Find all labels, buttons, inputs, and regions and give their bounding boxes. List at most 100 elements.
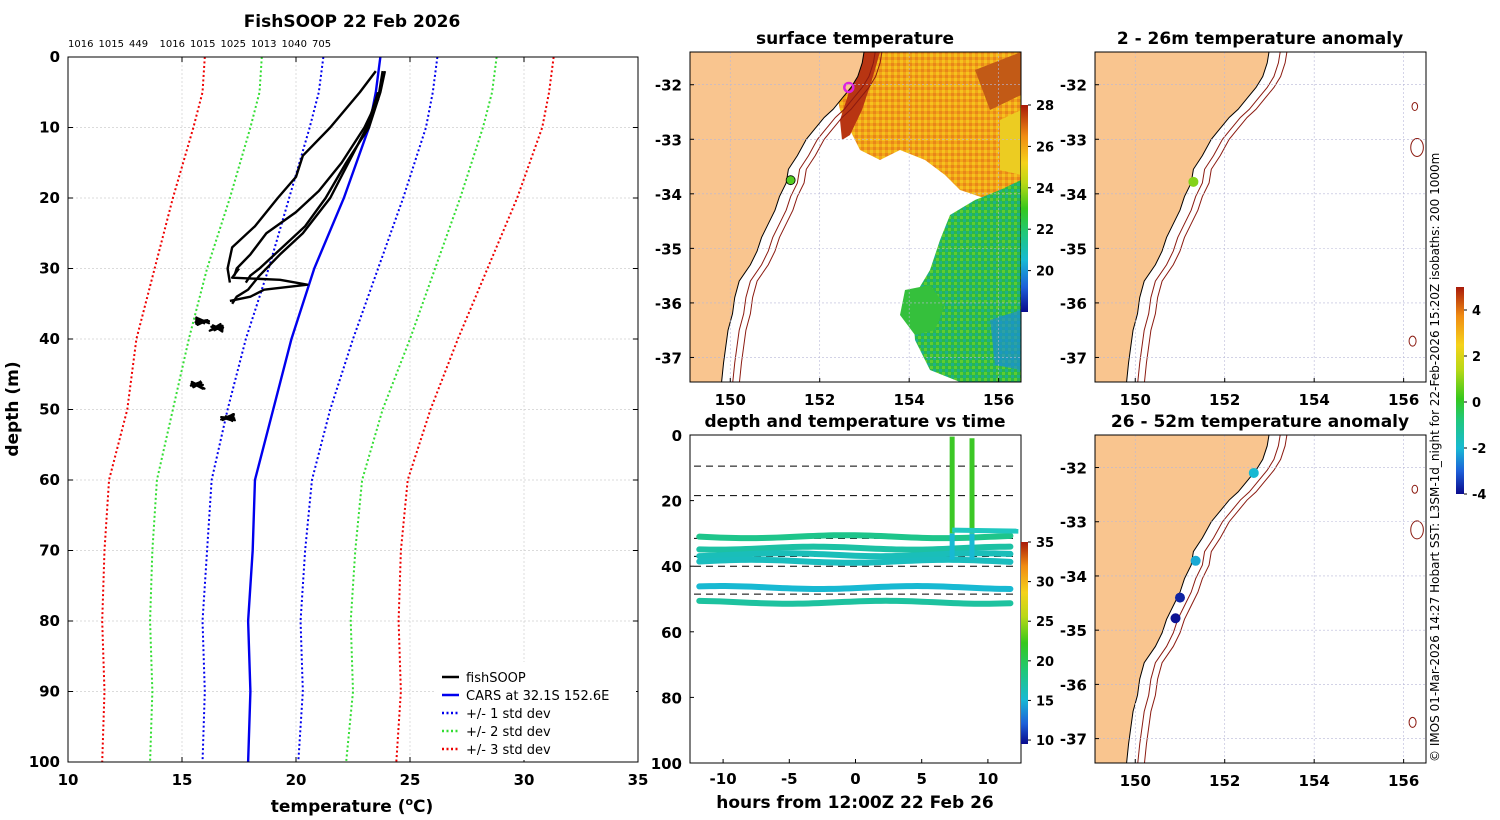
- colorbar-tick-label: -4: [1472, 488, 1486, 503]
- colorbar-tick-label: 28: [1036, 99, 1054, 114]
- sst-blue-patch: [990, 310, 1021, 370]
- y-tick-label: -33: [655, 131, 682, 149]
- y-tick-label: -35: [655, 240, 682, 258]
- isobath-200m: [1137, 52, 1281, 382]
- depth-band: [696, 543, 1014, 553]
- profile-top-label: 1016: [160, 39, 185, 50]
- anomaly-26-52-title: 26 - 52m temperature anomaly: [1111, 412, 1409, 432]
- y-tick-label: 60: [661, 624, 682, 642]
- anomaly-26-52-frame: [1094, 434, 1427, 764]
- y-tick-label: 90: [39, 683, 60, 701]
- y-tick-label: 100: [651, 755, 682, 773]
- depth-band: [696, 583, 1014, 592]
- anomaly-point: [1174, 592, 1185, 603]
- y-tick-label: -36: [1060, 676, 1087, 694]
- x-tick-label: 10: [977, 770, 998, 788]
- seamount: [1410, 520, 1424, 540]
- anomaly-2-26-grid: [1095, 52, 1426, 382]
- sst-colorbar: [1021, 105, 1028, 312]
- x-tick-label: 0: [850, 770, 860, 788]
- isobath-1000m: [738, 52, 883, 382]
- x-tick-label: 156: [1388, 391, 1419, 409]
- profile-grid: [67, 56, 639, 763]
- fishsoop-cluster: [194, 316, 211, 327]
- depth-band: [696, 532, 1014, 542]
- anomaly-26-52-body: [1095, 435, 1426, 763]
- legend-label: fishSOOP: [466, 671, 526, 686]
- profile-fishsoop-curves: [189, 70, 387, 423]
- x-tick-label: 154: [1299, 772, 1330, 790]
- y-tick-label: 100: [29, 753, 60, 771]
- x-tick-label: 156: [1388, 772, 1419, 790]
- y-tick-label: -37: [655, 349, 682, 367]
- profile-top-label: 1015: [190, 39, 215, 50]
- anomaly-colorbar-ticks: -4 -2 0 2 4: [1464, 304, 1486, 503]
- y-tick-label: -33: [1060, 514, 1087, 532]
- isobath-200m: [1137, 435, 1281, 763]
- sst-eac-core-2: [975, 52, 1021, 110]
- anomaly-2-26-ticks: 150 152 154 156 -32 -33 -34 -35 -36 -37: [1060, 77, 1419, 409]
- y-tick-label: -36: [655, 295, 682, 313]
- y-tick-label: -32: [1060, 77, 1087, 95]
- seamount: [1408, 716, 1417, 728]
- figure-title: FishSOOP 22 Feb 2026: [244, 12, 461, 32]
- x-tick-label: 150: [1120, 391, 1151, 409]
- std-curve: [395, 56, 555, 763]
- x-tick-label: 35: [628, 771, 649, 789]
- y-tick-label: -37: [1060, 731, 1087, 749]
- y-tick-label: 0: [50, 48, 60, 66]
- fishsoop-profile: [244, 70, 387, 284]
- sst-warm-edge: [1000, 110, 1021, 175]
- legend-label: +/- 3 std dev: [466, 743, 551, 758]
- x-tick-label: 150: [1120, 772, 1151, 790]
- isobath-1000m: [1143, 435, 1288, 763]
- profile-xlabel: temperature (oC): [271, 795, 434, 817]
- depth-time-body: [694, 436, 1019, 607]
- anomaly-26-52-ticks: 150 152 154 156 -32 -33 -34 -35 -36 -37: [1060, 460, 1419, 790]
- x-tick-label: 25: [400, 771, 421, 789]
- y-tick-label: -36: [1060, 295, 1087, 313]
- anomaly-2-26-frame: [1094, 51, 1427, 383]
- y-tick-label: 40: [661, 558, 682, 576]
- profile-std-curves: [101, 56, 555, 763]
- anomaly-point: [1248, 467, 1259, 478]
- x-tick-label: 156: [983, 391, 1014, 409]
- x-tick-label: 154: [894, 391, 925, 409]
- station-marker: [843, 81, 855, 94]
- anomaly-2-26-title: 2 - 26m temperature anomaly: [1117, 29, 1403, 49]
- y-tick-label: -32: [655, 77, 682, 95]
- colorbar-tick-label: -2: [1472, 442, 1486, 457]
- x-tick-label: 15: [172, 771, 193, 789]
- land: [690, 52, 865, 382]
- fishsoop-profile: [231, 91, 380, 305]
- anomaly-point: [1170, 613, 1181, 624]
- fishsoop-cluster: [189, 380, 206, 390]
- profile-top-label: 449: [129, 39, 148, 50]
- colorbar-tick-label: 4: [1472, 304, 1481, 319]
- isobath-1000m: [1143, 52, 1288, 382]
- y-tick-label: 80: [39, 612, 60, 630]
- profile-top-label: 1025: [221, 39, 246, 50]
- colorbar-tick-label: 30: [1036, 576, 1054, 591]
- y-tick-label: 60: [39, 471, 60, 489]
- y-tick-label: -34: [655, 186, 682, 204]
- y-tick-label: 50: [39, 401, 60, 419]
- x-tick-label: 154: [1299, 391, 1330, 409]
- x-tick-label: 152: [804, 391, 835, 409]
- std-curve: [201, 56, 325, 763]
- legend-box: [436, 662, 636, 760]
- anomaly-26-52-grid: [1095, 435, 1426, 763]
- y-tick-label: 0: [672, 427, 682, 445]
- footnote: © IMOS 01-Mar-2026 14:27 Hobart SST: L3S…: [1428, 153, 1442, 762]
- anomaly-point: [1190, 555, 1201, 566]
- land: [1095, 52, 1270, 382]
- x-tick-label: -5: [781, 770, 798, 788]
- fishsoop-cluster: [208, 322, 225, 333]
- colorbar-tick-label: 2: [1472, 350, 1481, 365]
- y-tick-label: 40: [39, 330, 60, 348]
- x-tick-label: 152: [1209, 772, 1240, 790]
- offshore-seamounts: [1408, 484, 1424, 728]
- x-tick-label: 5: [916, 770, 926, 788]
- colorbar-tick-label: 35: [1036, 536, 1054, 551]
- profile-legend: fishSOOP CARS at 32.1S 152.6E +/- 1 std de…: [436, 662, 636, 760]
